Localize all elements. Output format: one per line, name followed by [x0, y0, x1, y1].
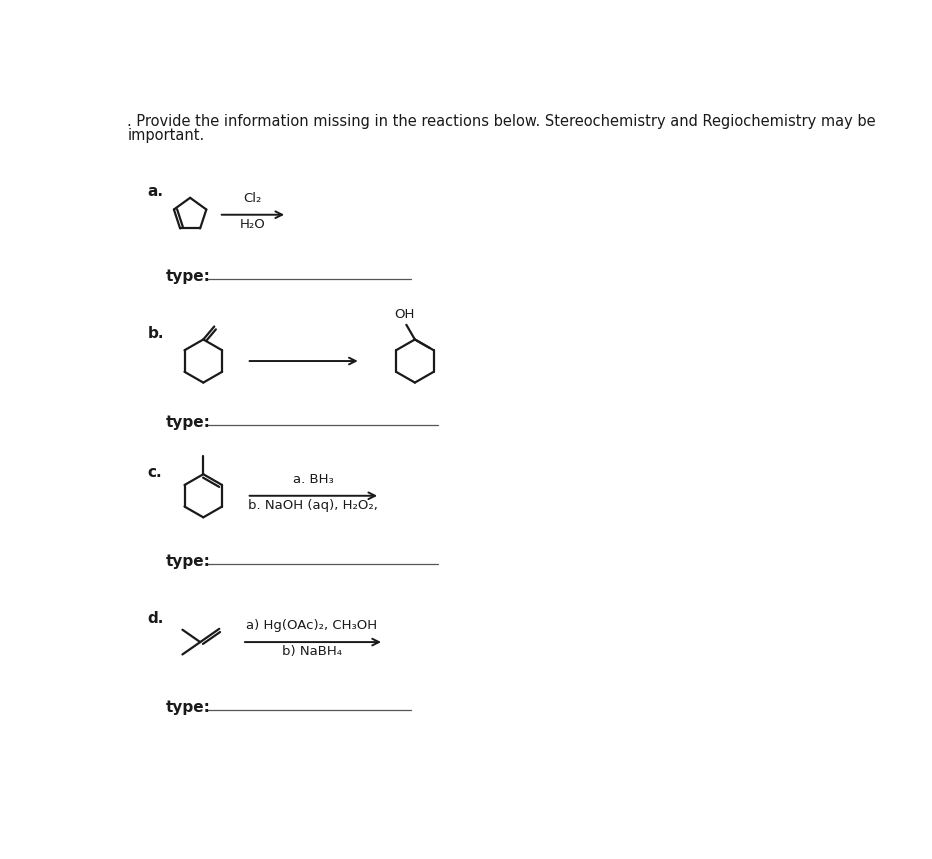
- Text: a.: a.: [147, 184, 163, 199]
- Text: type:: type:: [166, 269, 211, 283]
- Text: b.: b.: [147, 326, 164, 341]
- Text: OH: OH: [394, 308, 415, 321]
- Text: a. BH₃: a. BH₃: [293, 472, 334, 486]
- Text: b) NaBH₄: b) NaBH₄: [281, 645, 342, 658]
- Text: H₂O: H₂O: [240, 218, 266, 231]
- Text: d.: d.: [147, 612, 164, 626]
- Text: important.: important.: [128, 129, 205, 143]
- Text: type:: type:: [166, 415, 211, 430]
- Text: c.: c.: [147, 465, 162, 480]
- Text: b. NaOH (aq), H₂O₂,: b. NaOH (aq), H₂O₂,: [249, 499, 378, 512]
- Text: . Provide the information missing in the reactions below. Stereochemistry and Re: . Provide the information missing in the…: [128, 114, 876, 129]
- Text: a) Hg(OAc)₂, CH₃OH: a) Hg(OAc)₂, CH₃OH: [246, 619, 377, 632]
- Text: Cl₂: Cl₂: [243, 192, 262, 204]
- Text: type:: type:: [166, 700, 211, 715]
- Text: type:: type:: [166, 553, 211, 569]
